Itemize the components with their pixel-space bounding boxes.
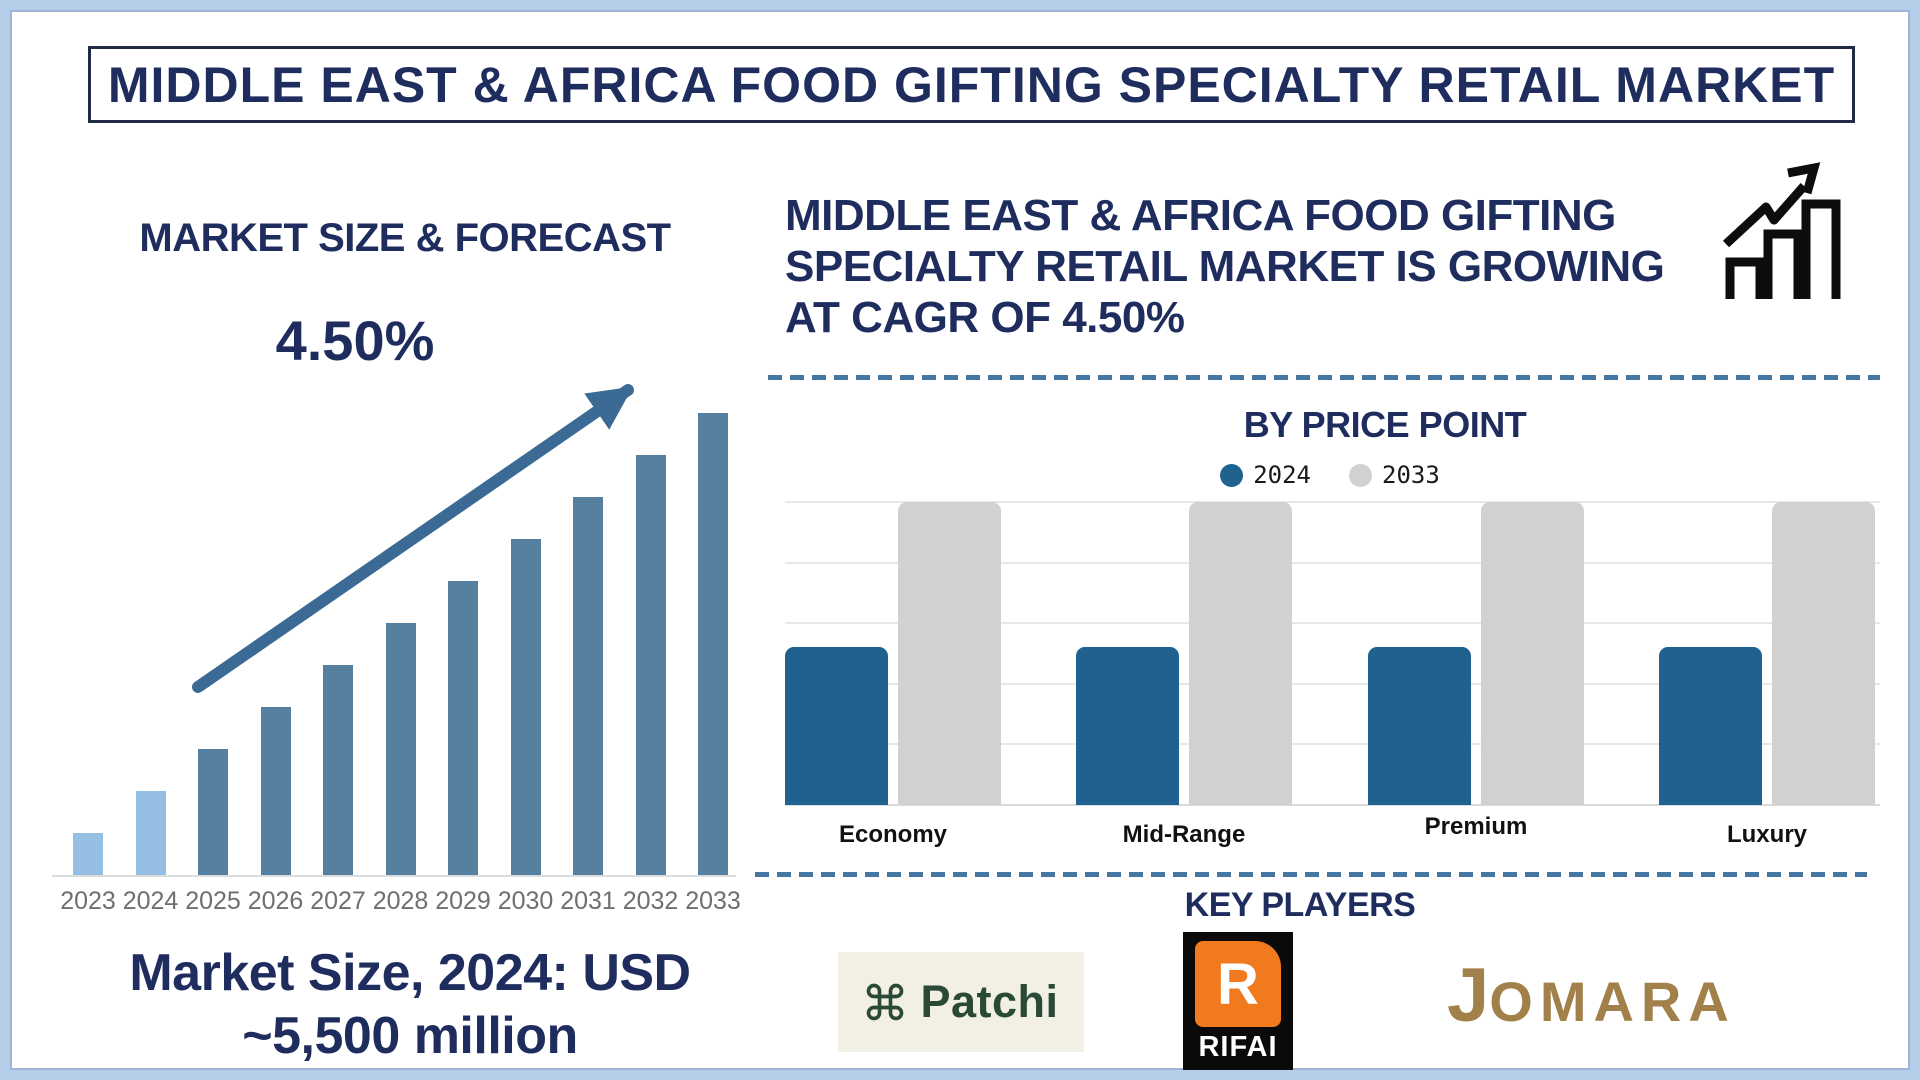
x-tick-2033: 2033: [685, 887, 741, 915]
price-point-chart-title: BY PRICE POINT: [1243, 404, 1527, 445]
category-label-mid-range: Mid-Range: [1122, 821, 1246, 848]
rifai-letter: R: [1217, 951, 1259, 1017]
x-tick-2031: 2031: [560, 887, 616, 915]
x-tick-2023: 2023: [60, 887, 116, 915]
bar-premium-2024: [1368, 647, 1471, 805]
forecast-bar-2030: [510, 539, 541, 875]
forecast-bar-2029: [448, 581, 478, 875]
category-label-luxury: Luxury: [1726, 821, 1807, 848]
bar-luxury-2033: [1772, 502, 1875, 805]
x-tick-2032: 2032: [622, 887, 679, 915]
rifai-wordmark: RIFAI: [1198, 1031, 1278, 1063]
growth-arrow-icon: [192, 384, 634, 693]
rifai-r-badge: R: [1195, 941, 1281, 1027]
market-forecast-chart: 2023 2024 2025 2026 2027 2028 2029 2030 2031 2032…: [52, 410, 748, 915]
forecast-bar-2033: [698, 413, 728, 875]
forecast-bar-2026: [260, 707, 291, 875]
gridline: [785, 562, 1880, 564]
bar-chart-growth-icon: [1722, 162, 1841, 299]
market-size-line1: Market Size, 2024: USD: [129, 944, 691, 1002]
legend-label-2024: 2024: [1253, 461, 1311, 489]
market-size-line2: ~5,500 million: [242, 1007, 578, 1065]
legend-dot-2024: [1220, 463, 1244, 487]
bar-premium-2033: [1481, 502, 1584, 805]
category-label-premium: Premium: [1424, 813, 1528, 840]
bar-economy-2024: [785, 647, 888, 805]
key-players-title: KEY PLAYERS: [1184, 886, 1416, 924]
x-tick-2030: 2030: [497, 887, 554, 915]
right-headline: MIDDLE EAST & AFRICA FOOD GIFTING SPECIA…: [785, 190, 1715, 343]
gridline: [785, 804, 1880, 806]
chart-legend: 2024 2033: [1150, 458, 1510, 492]
left-chart-title: MARKET SIZE & FORECAST: [139, 216, 671, 260]
bar-luxury-2024: [1659, 647, 1762, 805]
legend-item-2033: 2033: [1349, 461, 1440, 489]
patchi-wordmark: Patchi: [920, 976, 1059, 1027]
logo-patchi: Patchi: [838, 952, 1084, 1052]
dashed-divider-top: [768, 375, 1880, 380]
x-tick-2026: 2026: [247, 887, 304, 915]
cagr-value-label: 4.50%: [275, 309, 435, 372]
gridline: [785, 743, 1880, 745]
logo-jomara: JOMARA: [1447, 958, 1736, 1034]
legend-dot-2033: [1349, 463, 1372, 487]
forecast-bar-2032: [635, 455, 666, 875]
bar-mid-range-2033: [1189, 502, 1292, 805]
forecast-bar-2031: [573, 497, 603, 875]
x-tick-2027: 2027: [310, 887, 366, 915]
market-size-caption: Market Size, 2024: USD ~5,500 million: [50, 942, 770, 1068]
headline-line-3: AT CAGR OF 4.50%: [785, 293, 1185, 342]
gridline: [785, 501, 1880, 503]
x-tick-2025: 2025: [185, 887, 241, 915]
forecast-bar-2027: [323, 665, 353, 875]
category-label-economy: Economy: [838, 821, 948, 848]
gridline: [785, 622, 1880, 624]
dashed-divider-bottom: [755, 872, 1867, 877]
forecast-bar-2024: [135, 791, 166, 875]
page-title: MIDDLE EAST & AFRICA FOOD GIFTING SPECIA…: [107, 56, 1836, 113]
forecast-bar-2025: [198, 749, 228, 875]
gridline: [785, 683, 1880, 685]
forecast-bar-2028: [385, 623, 416, 875]
x-tick-2029: 2029: [435, 887, 491, 915]
jomara-initial: J: [1447, 953, 1490, 1038]
x-axis-line: [52, 875, 736, 877]
headline-line-2: SPECIALTY RETAIL MARKET IS GROWING: [785, 242, 1665, 291]
headline-line-1: MIDDLE EAST & AFRICA FOOD GIFTING: [785, 191, 1616, 240]
bar-economy-2033: [898, 502, 1001, 805]
price-point-chart: Economy Mid-Range Premium Luxury: [785, 501, 1880, 848]
x-tick-2024: 2024: [122, 887, 179, 915]
bar-mid-range-2024: [1076, 647, 1179, 805]
legend-label-2033: 2033: [1382, 461, 1440, 489]
main-title-box: MIDDLE EAST & AFRICA FOOD GIFTING SPECIA…: [88, 46, 1855, 123]
forecast-bar-2023: [73, 833, 103, 875]
jomara-rest: OMARA: [1489, 970, 1736, 1033]
logo-rifai: R RIFAI: [1183, 932, 1293, 1070]
legend-item-2024: 2024: [1220, 461, 1311, 489]
x-tick-2028: 2028: [372, 887, 429, 915]
patchi-clover-icon: [867, 983, 904, 1021]
